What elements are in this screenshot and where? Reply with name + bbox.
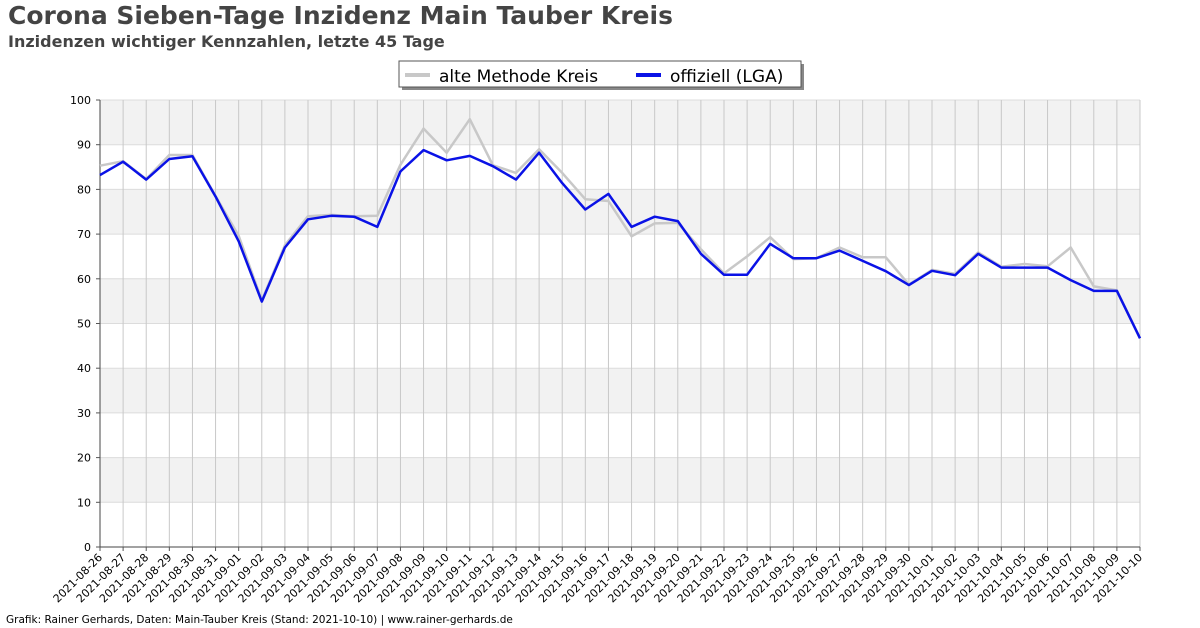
y-tick-label: 30: [77, 407, 91, 420]
y-tick-label: 0: [84, 541, 91, 554]
grid-band: [100, 144, 1140, 190]
y-axis-ticks: 0 10 20 30 40 50 60 70 80 90 100: [70, 94, 91, 554]
plot-background-bands: [100, 100, 1140, 547]
grid-band: [100, 502, 1140, 547]
legend-label-alte-methode: alte Methode Kreis: [439, 67, 598, 87]
legend-box: [398, 60, 802, 88]
y-tick-label: 70: [77, 228, 91, 241]
chart-subtitle: Inzidenzen wichtiger Kennzahlen, letzte …: [8, 32, 445, 51]
footer-credits: Grafik: Rainer Gerhards, Daten: Main-Tau…: [6, 614, 513, 626]
y-tick-label: 40: [77, 362, 91, 375]
x-axis-ticks: 2021-08-262021-08-272021-08-282021-08-29…: [51, 547, 1145, 605]
legend: alte Methode Kreis offiziell (LGA): [398, 60, 804, 90]
chart-title: Corona Sieben-Tage Inzidenz Main Tauber …: [8, 1, 673, 30]
y-tick-label: 80: [77, 183, 91, 196]
grid-band: [100, 278, 1140, 324]
legend-label-offiziell: offiziell (LGA): [670, 67, 783, 87]
y-tick-label: 60: [77, 273, 91, 286]
series-lines: [99, 117, 1142, 339]
grid-band: [100, 323, 1140, 369]
grid-band: [100, 457, 1140, 503]
y-tick-label: 100: [70, 94, 91, 107]
grid-band: [100, 412, 1140, 458]
y-tick-label: 90: [77, 139, 91, 152]
grid-band: [100, 100, 1140, 145]
grid-band: [100, 368, 1140, 413]
y-tick-label: 20: [77, 452, 91, 465]
series-line-offiziell: [99, 148, 1142, 339]
plot-gridlines: [99, 99, 1141, 548]
y-tick-label: 50: [77, 318, 91, 331]
y-tick-label: 10: [77, 496, 91, 509]
